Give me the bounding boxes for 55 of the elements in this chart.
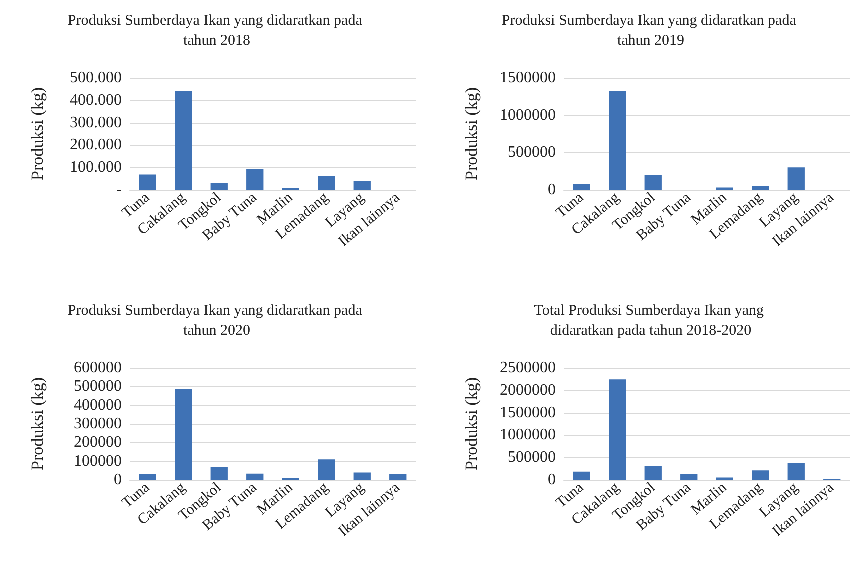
y-tick-label: 1500000	[500, 404, 556, 422]
y-tick-label: -	[116, 182, 122, 198]
chart-title: Produksi Sumberdaya Ikan yang didaratkan pada tahun 2019	[502, 13, 800, 49]
bar	[210, 467, 228, 480]
bar	[573, 472, 590, 480]
y-tick-label: 200000	[74, 434, 122, 452]
bar	[246, 169, 264, 190]
chart-title: Produksi Sumberdaya Ikan yang didaratkan pada tahun 2020	[68, 303, 366, 339]
bar	[788, 168, 805, 190]
chart-title: Produksi Sumberdaya Ikan yang didaratkan pada tahun 2018	[68, 13, 366, 49]
y-tick-label: 400000	[74, 396, 122, 414]
y-tick-label: 2500000	[500, 360, 556, 376]
bar	[752, 186, 770, 190]
y-tick-label: 100000	[74, 452, 122, 470]
bar	[318, 176, 336, 190]
bar	[139, 174, 156, 190]
y-tick-label: 600000	[74, 360, 122, 376]
bar	[139, 474, 156, 480]
y-tick-label: 0	[548, 472, 556, 488]
y-tick-label: 500000	[508, 449, 556, 466]
y-tick-label: 100.000	[70, 159, 122, 176]
bar	[246, 474, 264, 480]
y-tick-label: 2000000	[500, 382, 556, 399]
bar	[788, 463, 805, 480]
y-tick-label: 300000	[74, 416, 122, 432]
bar	[609, 380, 626, 480]
y-tick-label: 1000000	[500, 106, 556, 124]
y-axis-title: Produksi (kg)	[28, 87, 47, 181]
bar	[210, 183, 228, 190]
bar	[573, 184, 590, 190]
y-axis-title: Produksi (kg)	[28, 377, 47, 471]
bar	[752, 470, 770, 480]
bar	[175, 90, 192, 190]
y-tick-label: 500000	[74, 378, 122, 396]
bar	[390, 474, 407, 480]
y-tick-label: 1000000	[500, 426, 556, 444]
y-axis-title: Produksi (kg)	[462, 377, 481, 471]
y-tick-label: 500.000	[70, 70, 122, 86]
y-tick-label: 200.000	[70, 136, 122, 154]
y-tick-label: 0	[548, 182, 556, 198]
y-tick-label: 0	[114, 472, 122, 488]
y-tick-label: 500000	[508, 144, 556, 162]
bar	[609, 91, 626, 190]
bar	[354, 472, 371, 480]
bar	[354, 181, 371, 190]
y-tick-label: 400.000	[70, 92, 122, 109]
bar	[680, 474, 698, 480]
bar	[318, 460, 336, 480]
chart-title: Total Produksi Sumberdaya Ikan yang didaratkan pada tahun 2018-2020	[534, 303, 768, 339]
bar	[644, 175, 662, 190]
bar	[175, 389, 192, 480]
y-tick-label: 1500000	[500, 70, 556, 86]
y-tick-label: 300.000	[70, 114, 122, 132]
y-axis-title: Produksi (kg)	[462, 87, 481, 181]
bar	[644, 466, 662, 480]
